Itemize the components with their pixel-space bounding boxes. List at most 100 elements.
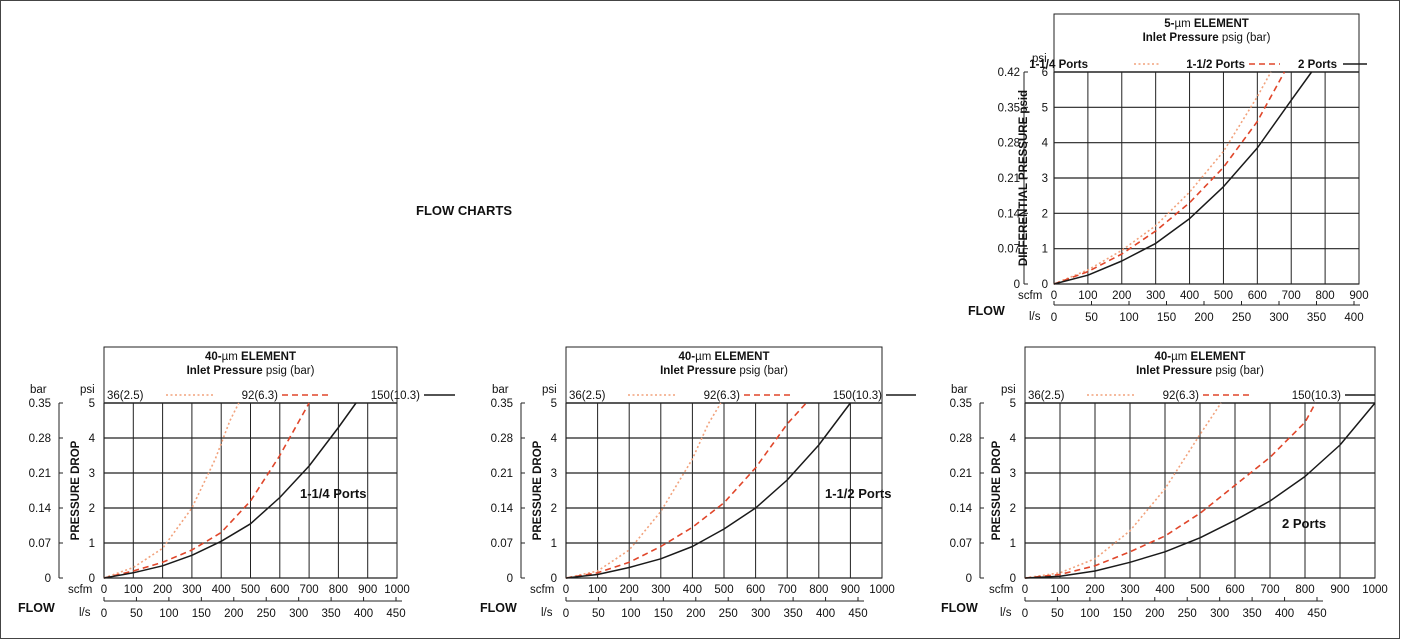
y-tick-label: 3 bbox=[89, 468, 95, 480]
chart-inner-label: 2 Ports bbox=[1282, 516, 1326, 531]
y-tick-label: 5 bbox=[551, 398, 557, 410]
x2-tick-label: 350 bbox=[1307, 312, 1326, 324]
legend-label: 150(10.3) bbox=[371, 390, 420, 402]
x-tick-label: 200 bbox=[1085, 584, 1104, 596]
x2-tick-label: 450 bbox=[386, 608, 405, 620]
x-tick-label: 0 bbox=[1022, 584, 1028, 596]
y2-tick-label: 0.07 bbox=[491, 538, 513, 550]
chart-inner-label: 1-1/2 Ports bbox=[825, 486, 891, 501]
x-tick-label: 800 bbox=[329, 584, 348, 596]
x-tick-label: 300 bbox=[1146, 290, 1165, 302]
y-tick-label: 5 bbox=[1042, 102, 1048, 114]
x2-tick-label: 200 bbox=[1145, 608, 1164, 620]
y2-tick-label: 0 bbox=[1014, 279, 1020, 291]
y2-unit-label: bar bbox=[951, 384, 968, 396]
x-tick-label: 300 bbox=[1120, 584, 1139, 596]
x2-tick-label: 0 bbox=[1022, 608, 1028, 620]
x2-tick-label: 350 bbox=[322, 608, 341, 620]
x-tick-label: 500 bbox=[241, 584, 260, 596]
y2-tick-label: 0.07 bbox=[29, 538, 51, 550]
x2-tick-label: 150 bbox=[1113, 608, 1132, 620]
y-tick-label: 5 bbox=[1010, 398, 1016, 410]
x2-tick-label: 250 bbox=[257, 608, 276, 620]
flow-label: FLOW bbox=[18, 601, 55, 615]
series-line-solid bbox=[565, 402, 851, 579]
x-tick-label: 700 bbox=[778, 584, 797, 596]
legend-label: 36(2.5) bbox=[569, 390, 606, 402]
y-unit-label: psi bbox=[1032, 53, 1047, 65]
x2-unit-label: l/s bbox=[1029, 311, 1041, 323]
y-tick-label: 0 bbox=[551, 573, 557, 585]
x2-tick-label: 0 bbox=[101, 608, 107, 620]
x-tick-label: 900 bbox=[841, 584, 860, 596]
y2-tick-label: 0.14 bbox=[998, 208, 1021, 220]
x2-unit-label: l/s bbox=[79, 607, 91, 619]
x2-tick-label: 250 bbox=[1178, 608, 1197, 620]
y-axis-title: PRESSURE DROP bbox=[991, 440, 1003, 540]
chart-frame bbox=[1053, 13, 1360, 285]
x2-tick-label: 250 bbox=[1232, 312, 1251, 324]
y-tick-label: 2 bbox=[551, 503, 557, 515]
series-line-dashed bbox=[565, 402, 807, 579]
y-tick-label: 4 bbox=[89, 433, 96, 445]
x-tick-label: 300 bbox=[182, 584, 201, 596]
chart-0: 5-µm ELEMENT Inlet Pressure psig (bar) 1-1… bbox=[968, 13, 1369, 324]
x-tick-label: 700 bbox=[300, 584, 319, 596]
series-line-solid bbox=[1024, 402, 1376, 579]
x-unit-label: scfm bbox=[530, 584, 554, 596]
y2-tick-label: 0.14 bbox=[29, 503, 52, 515]
x-tick-label: 1000 bbox=[869, 584, 895, 596]
legend-label: 150(10.3) bbox=[833, 390, 882, 402]
y-tick-label: 0 bbox=[89, 573, 95, 585]
y-tick-label: 4 bbox=[551, 433, 558, 445]
chart-title: 40-µm ELEMENT bbox=[679, 351, 770, 363]
y-unit-label: psi bbox=[80, 384, 95, 396]
x-tick-label: 800 bbox=[809, 584, 828, 596]
x-tick-label: 500 bbox=[714, 584, 733, 596]
x2-tick-label: 400 bbox=[1275, 608, 1294, 620]
legend-label: 36(2.5) bbox=[1028, 390, 1065, 402]
x-tick-label: 700 bbox=[1282, 290, 1301, 302]
flow-label: FLOW bbox=[941, 601, 978, 615]
x-tick-label: 600 bbox=[1248, 290, 1267, 302]
y-tick-label: 1 bbox=[551, 538, 557, 550]
x-tick-label: 200 bbox=[620, 584, 639, 596]
x-tick-label: 200 bbox=[153, 584, 172, 596]
series-line-solid bbox=[1053, 71, 1313, 285]
x2-tick-label: 350 bbox=[1243, 608, 1262, 620]
y2-tick-label: 0 bbox=[45, 573, 51, 585]
y2-tick-label: 0.07 bbox=[950, 538, 972, 550]
chart-subtitle: Inlet Pressure psig (bar) bbox=[1136, 365, 1264, 377]
y2-tick-label: 0.21 bbox=[491, 468, 513, 480]
x-tick-label: 400 bbox=[1155, 584, 1174, 596]
x-tick-label: 100 bbox=[124, 584, 143, 596]
y2-tick-label: 0.35 bbox=[491, 398, 513, 410]
x-tick-label: 600 bbox=[1225, 584, 1244, 596]
x-tick-label: 700 bbox=[1260, 584, 1279, 596]
y-tick-label: 1 bbox=[89, 538, 95, 550]
y-tick-label: 2 bbox=[1042, 208, 1048, 220]
y-tick-label: 6 bbox=[1042, 67, 1048, 79]
x2-tick-label: 0 bbox=[563, 608, 569, 620]
x-tick-label: 100 bbox=[1050, 584, 1069, 596]
y2-tick-label: 0.21 bbox=[950, 468, 972, 480]
x-tick-label: 400 bbox=[683, 584, 702, 596]
series-line-dotted bbox=[565, 402, 722, 579]
chart-title: 40-µm ELEMENT bbox=[205, 351, 296, 363]
y2-tick-label: 0.35 bbox=[950, 398, 972, 410]
chart-subtitle: Inlet Pressure psig (bar) bbox=[187, 365, 315, 377]
x-tick-label: 0 bbox=[1051, 290, 1057, 302]
x-tick-label: 200 bbox=[1112, 290, 1131, 302]
x-tick-label: 0 bbox=[563, 584, 569, 596]
series-line-dotted bbox=[103, 402, 240, 579]
legend-label: 2 Ports bbox=[1298, 59, 1337, 71]
x2-tick-label: 450 bbox=[1307, 608, 1326, 620]
x2-tick-label: 50 bbox=[130, 608, 143, 620]
y2-tick-label: 0.14 bbox=[950, 503, 973, 515]
y-tick-label: 0 bbox=[1042, 279, 1048, 291]
legend-label: 92(6.3) bbox=[704, 390, 741, 402]
y-tick-label: 3 bbox=[1010, 468, 1016, 480]
x2-tick-label: 100 bbox=[1080, 608, 1099, 620]
y2-tick-label: 0.14 bbox=[491, 503, 514, 515]
